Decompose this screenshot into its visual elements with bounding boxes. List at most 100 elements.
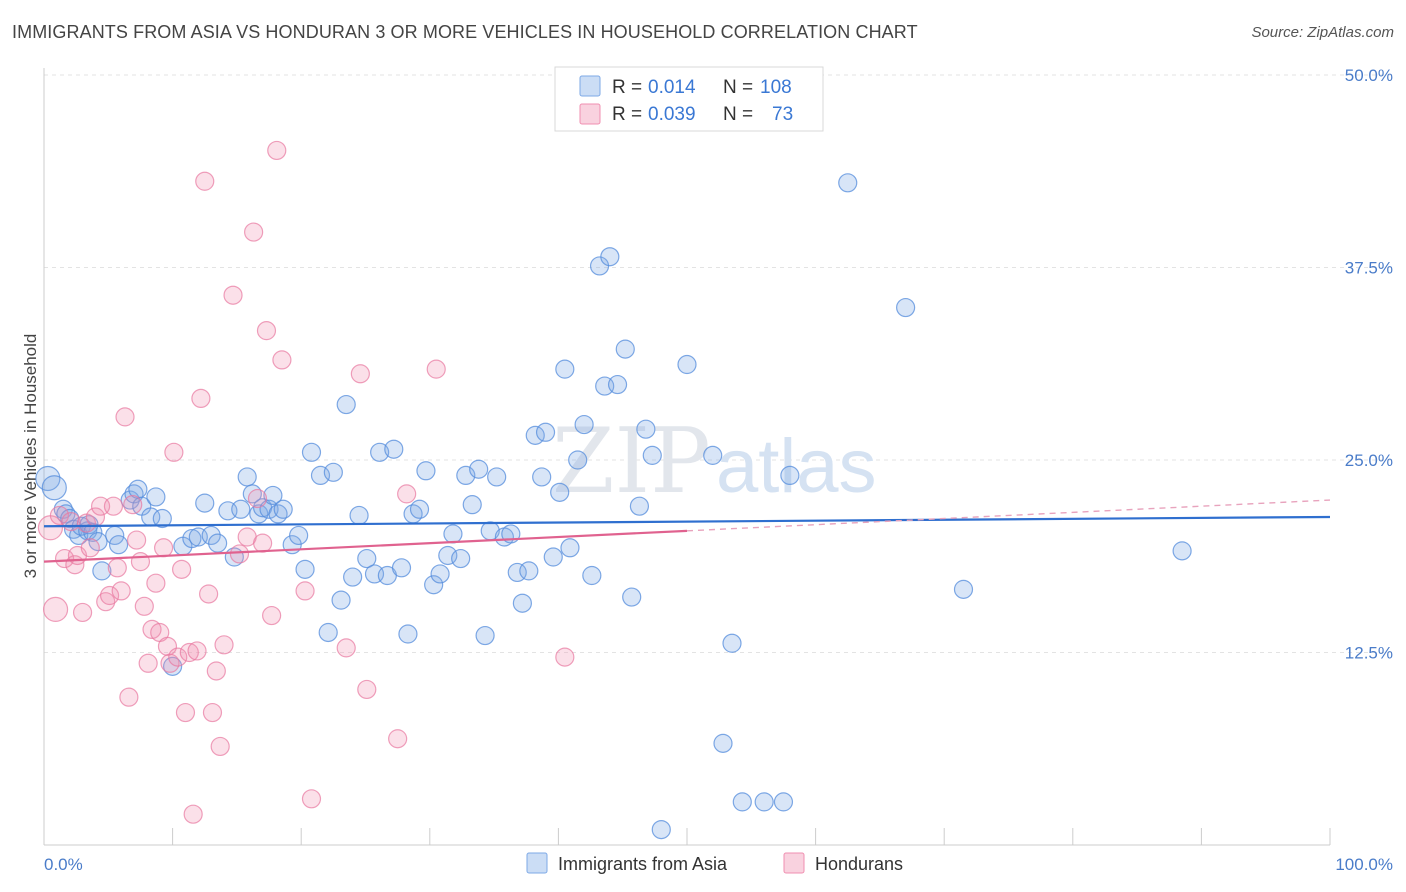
point-asia [462, 495, 482, 515]
point-asia [560, 538, 580, 558]
point-asia [953, 579, 974, 599]
point-hondurans [301, 789, 322, 809]
legend-n-value-hondurans: 73 [772, 104, 793, 125]
point-asia [208, 533, 228, 553]
point-asia [615, 339, 635, 359]
point-asia [754, 792, 774, 812]
point-asia [108, 535, 129, 555]
source-credit: Source: ZipAtlas.com [1251, 24, 1394, 41]
point-asia [677, 354, 697, 375]
point-asia [732, 792, 752, 812]
y-tick-label: 12.5% [1345, 644, 1393, 663]
point-asia [629, 496, 650, 516]
point-hondurans [336, 638, 356, 658]
legend-series-label-asia: Immigrants from Asia [558, 854, 728, 874]
point-hondurans [256, 321, 277, 341]
point-asia [416, 461, 436, 481]
point-hondurans [126, 530, 147, 550]
legend-swatch-asia [579, 75, 601, 97]
point-asia [88, 532, 108, 552]
x-tick-label-start: 0.0% [44, 855, 83, 874]
point-asia [475, 625, 495, 646]
point-asia [289, 525, 309, 546]
point-asia [152, 508, 172, 529]
point-hondurans [179, 642, 199, 663]
point-asia [773, 792, 794, 812]
legend-series-swatch-hondurans [783, 852, 805, 874]
point-asia [430, 564, 450, 584]
point-hondurans [134, 596, 154, 616]
point-asia [195, 493, 215, 513]
point-asia [722, 633, 742, 653]
point-hondurans [153, 538, 174, 558]
point-hondurans [119, 687, 139, 707]
point-hondurans [42, 596, 69, 622]
point-hondurans [115, 407, 135, 427]
point-hondurans [397, 484, 417, 504]
legend-n-label-hondurans: N = [723, 104, 753, 125]
point-asia [35, 465, 61, 492]
point-hondurans [350, 364, 370, 384]
point-asia [146, 487, 166, 507]
point-asia [349, 505, 369, 526]
point-asia [582, 565, 602, 586]
legend-series-swatch-asia [526, 852, 548, 874]
watermark-atlas: atlas [716, 424, 877, 509]
point-hondurans [247, 488, 268, 509]
point-hondurans [202, 702, 223, 723]
point-asia [336, 394, 356, 415]
point-asia [512, 593, 532, 613]
point-hondurans [426, 359, 446, 379]
point-hondurans [168, 647, 188, 667]
point-hondurans [80, 538, 100, 558]
point-asia [163, 656, 183, 676]
legend-stats: R = 0.014 N = 108 R = 0.039 N = 73 [554, 66, 824, 132]
point-asia [357, 548, 377, 569]
point-asia [323, 462, 343, 482]
point-asia [237, 467, 257, 487]
chart-title: IMMIGRANTS FROM ASIA VS HONDURAN 3 OR MO… [12, 22, 918, 42]
point-hondurans [244, 222, 264, 242]
series-immigrants-from-asia [35, 173, 1192, 840]
point-hondurans [262, 605, 282, 626]
point-hondurans [142, 619, 162, 640]
point-asia [295, 559, 315, 579]
point-hondurans [229, 544, 250, 564]
trend-line-asia [43, 515, 1331, 528]
point-hondurans [107, 558, 127, 578]
point-asia [535, 422, 556, 442]
point-asia [398, 624, 418, 644]
point-hondurans [146, 573, 166, 593]
point-asia [896, 297, 916, 318]
legend-n-label-asia: N = [723, 77, 753, 98]
point-hondurans [253, 533, 273, 553]
x-tick-label-end: 100.0% [1335, 855, 1393, 874]
point-hondurans [187, 641, 207, 661]
point-hondurans [555, 647, 575, 667]
legend-r-label-hondurans: R = [612, 104, 642, 125]
series-hondurans [37, 140, 575, 824]
point-hondurans [223, 285, 243, 305]
y-tick-label: 50.0% [1345, 66, 1393, 85]
point-asia [331, 590, 351, 610]
point-asia [713, 733, 733, 753]
legend-n-value-asia: 108 [760, 77, 792, 98]
point-asia [600, 247, 620, 267]
legend-swatch-hondurans [579, 103, 601, 125]
legend-r-value-hondurans: 0.039 [648, 104, 696, 125]
point-hondurans [214, 635, 234, 655]
point-asia [550, 482, 570, 502]
point-hondurans [175, 702, 196, 723]
point-asia [182, 528, 202, 549]
trend-line-hondurans [43, 529, 688, 563]
point-asia [622, 587, 642, 607]
point-hondurans [272, 350, 292, 370]
point-hondurans [164, 442, 184, 462]
point-asia [424, 575, 444, 595]
gridlines [44, 74, 1392, 653]
point-asia [568, 450, 588, 470]
point-asia [201, 525, 221, 546]
point-hondurans [138, 653, 158, 673]
point-hondurans [111, 581, 131, 601]
y-tick-labels: 12.5% 25.0% 37.5% 50.0% [1345, 66, 1393, 663]
